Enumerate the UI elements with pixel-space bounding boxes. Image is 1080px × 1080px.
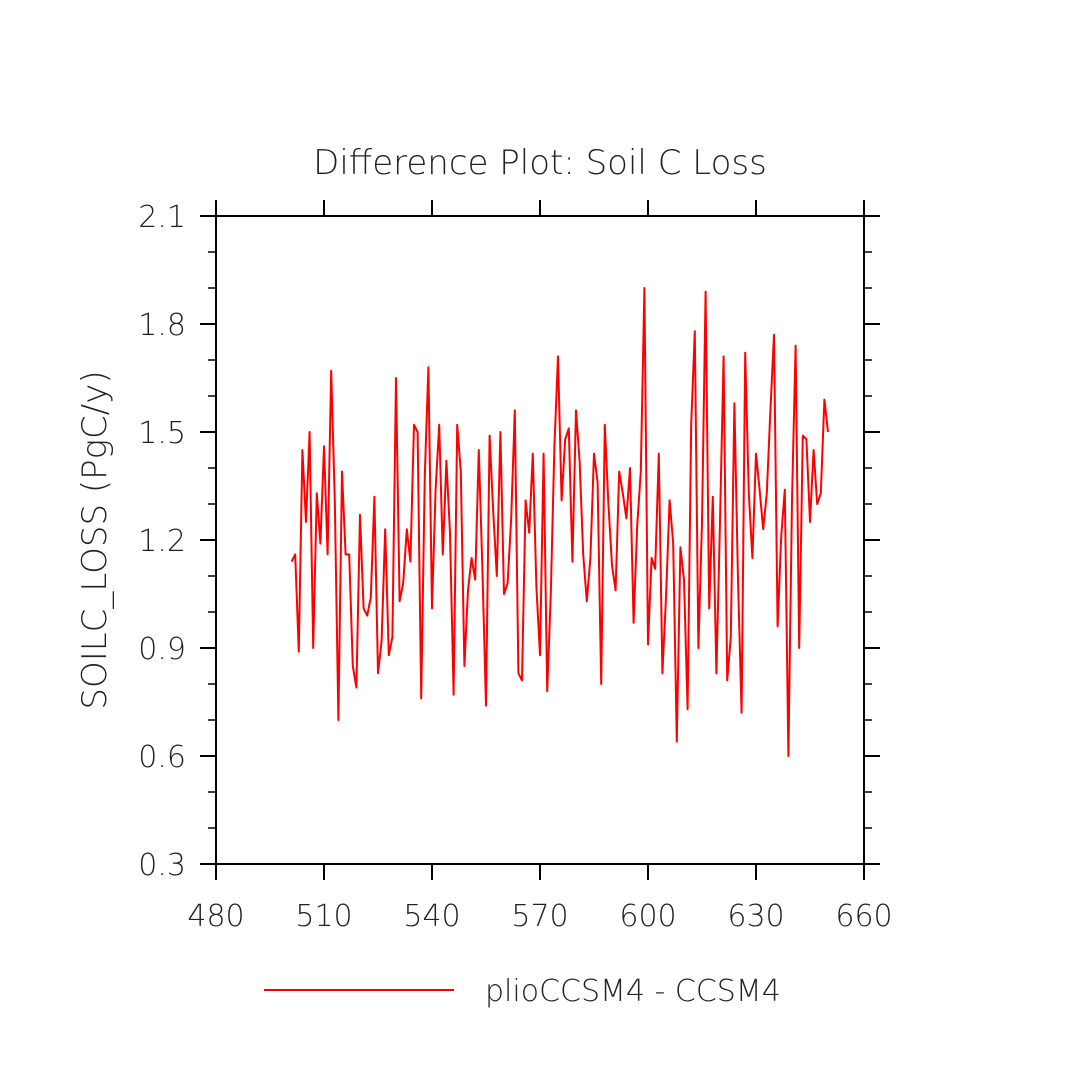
x-tick-label: 510 [295,899,352,934]
y-tick-label: 0.6 [138,740,186,775]
x-tick-label: 600 [619,899,676,934]
x-tick-label: 540 [403,899,460,934]
x-tick-label: 630 [727,899,784,934]
y-tick-label: 0.9 [138,632,186,667]
x-tick-label: 570 [511,899,568,934]
y-tick-label: 1.8 [138,308,186,343]
x-tick-label: 660 [835,899,892,934]
y-tick-label: 0.3 [138,848,186,883]
chart-title: Difference Plot: Soil C Loss [313,143,767,183]
tick-labels: 480 510 540 570 600 630 660 0.3 0.6 0.9 1.2 1.5 1.8 2… [138,200,892,934]
axis-ticks [200,200,880,880]
plot-frame [215,215,865,865]
legend-label: plioCCSM4 - CCSM4 [485,974,781,1009]
y-tick-label: 1.2 [138,524,186,559]
series-line [290,287,829,757]
y-tick-label: 1.5 [138,416,186,451]
x-tick-label: 480 [187,899,244,934]
series-lines [290,287,829,757]
y-tick-label: 2.1 [138,200,186,235]
y-axis-label: SOILC_LOSS (PgC/y) [75,370,115,709]
legend: plioCCSM4 - CCSM4 [264,974,781,1009]
